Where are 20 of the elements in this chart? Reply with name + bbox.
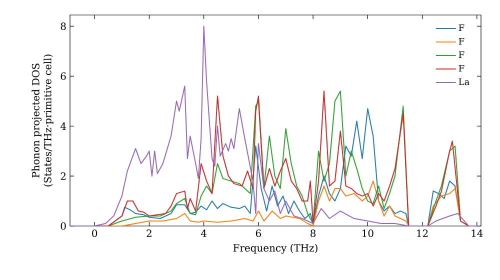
x-axis-title: Frequency (THz) (233, 244, 318, 254)
y-tick-label: 4 (60, 122, 66, 130)
x-tick-label: 0 (92, 230, 98, 238)
y-tick-label: 6 (60, 72, 66, 80)
y-axis-title: Phonon projected DOS (States/THz·primitive cell) (32, 54, 54, 186)
x-tick-label: 14 (472, 230, 483, 237)
y-tick-label: 0 (60, 222, 66, 230)
x-tick-label: 4 (200, 230, 206, 237)
y-tick-label: 8 (60, 22, 66, 30)
legend-label: F (458, 65, 464, 72)
legend-label: La (458, 78, 470, 86)
x-tick-label: 6 (256, 230, 261, 238)
legend-label: F (458, 24, 464, 31)
x-tick-label: 2 (146, 230, 152, 237)
x-tick-label: 8 (310, 230, 316, 238)
x-tick-label: 10 (362, 230, 374, 238)
x-tick-label: 12 (417, 230, 428, 237)
y-tick-label: 2 (60, 172, 66, 180)
legend-label: F (458, 38, 464, 45)
legend-label: F (458, 51, 464, 58)
